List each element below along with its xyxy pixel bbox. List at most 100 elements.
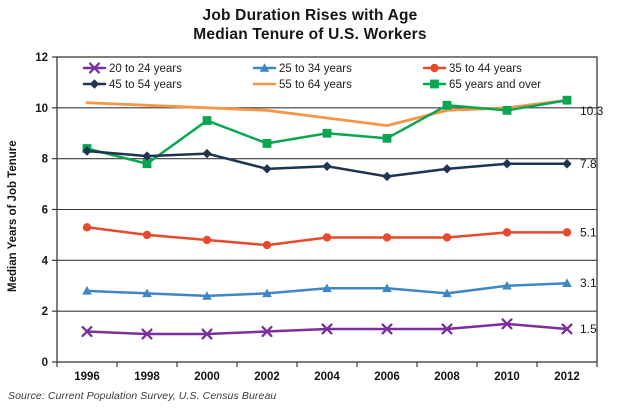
legend-item-45-to-54-years: 45 to 54 years xyxy=(82,79,182,91)
x-tick-label: 1998 xyxy=(134,371,160,383)
series-55-to-64-years xyxy=(85,98,569,128)
legend-item-20-to-24-years: 20 to 24 years xyxy=(82,62,182,75)
series-25-to-34-years-end-value-label: 3.1 xyxy=(580,276,597,290)
x-tick-label: 2010 xyxy=(494,371,520,383)
series-25-to-34-years-marker-triangle xyxy=(142,288,152,298)
series-35-to-44-years-marker-circle xyxy=(142,230,152,240)
legend: 20 to 24 years 25 to 34 years 35 to 44 yea… xyxy=(82,62,541,91)
series-55-to-64-years-line xyxy=(85,98,569,128)
series-25-to-34-years-marker-triangle xyxy=(562,278,572,288)
series-45-to-54-years-marker-diamond xyxy=(82,146,92,156)
axes-layer: 0 2 4 6 8 10 12 1996 1998 2000 2002 2004 2006 2008 201… xyxy=(35,52,598,383)
series-45-to-54-years-marker-diamond xyxy=(562,159,572,169)
series-20-to-24-years-marker-x xyxy=(141,328,153,340)
series-45-to-54-years-marker-diamond xyxy=(262,164,272,174)
series-25-to-34-years-marker-triangle xyxy=(82,286,92,295)
series-45-to-54-years-marker-diamond xyxy=(322,161,332,171)
series-45-to-54-years: 7.8 xyxy=(82,146,597,182)
series-20-to-24-years-marker-x xyxy=(441,323,453,335)
series-25-to-34-years-marker-triangle xyxy=(442,288,452,298)
y-axis-title: Median Years of Job Tenure xyxy=(7,140,19,292)
chart-title-line1: Job Duration Rises with Age xyxy=(202,7,418,24)
series-35-to-44-years-marker-circle xyxy=(442,233,452,242)
y-tick-label: 6 xyxy=(42,205,48,217)
series-65-years-and-over-marker-square xyxy=(502,105,512,115)
series-35-to-44-years-marker-circle xyxy=(322,233,332,242)
series-35-to-44-years-marker-circle xyxy=(502,228,512,237)
gridlines-layer xyxy=(56,56,598,363)
legend-item-25-to-34-years: 25 to 34 years xyxy=(252,63,352,75)
x-tick-label: 1996 xyxy=(74,371,100,383)
legend-item-45-to-54-years-label: 45 to 54 years xyxy=(109,79,182,91)
source-note: Source: Current Population Survey, U.S. … xyxy=(8,390,277,402)
chart-title: Job Duration Rises with Age Median Tenur… xyxy=(0,6,620,44)
series-25-to-34-years-marker-triangle xyxy=(382,283,392,293)
series-65-years-and-over: 10.3 xyxy=(82,95,604,169)
series-20-to-24-years-marker-x xyxy=(381,323,393,335)
legend-item-20-to-24-years-marker-x xyxy=(88,62,101,74)
legend-item-65-years-and-over-label: 65 years and over xyxy=(449,79,541,91)
series-35-to-44-years-marker-circle xyxy=(562,228,572,237)
series-45-to-54-years-marker-diamond xyxy=(382,171,392,182)
series-45-to-54-years-end-value-label: 7.8 xyxy=(580,157,597,171)
y-tick-label: 12 xyxy=(35,52,48,64)
series-35-to-44-years-end-value-label: 5.1 xyxy=(580,225,597,239)
y-tick-label: 10 xyxy=(35,103,48,115)
x-tick-label: 2012 xyxy=(554,371,580,383)
series-25-to-34-years-marker-triangle xyxy=(322,283,332,293)
y-tick-label: 4 xyxy=(42,255,49,267)
series-65-years-and-over-marker-square xyxy=(562,95,572,105)
series-20-to-24-years-marker-x xyxy=(201,328,213,340)
x-tick-label: 2002 xyxy=(254,371,280,383)
legend-item-20-to-24-years-label: 20 to 24 years xyxy=(109,63,182,75)
series-65-years-and-over-marker-square xyxy=(202,116,212,125)
series-65-years-and-over-marker-square xyxy=(322,128,332,138)
legend-item-65-years-and-over-marker-square xyxy=(430,79,439,89)
y-tick-label: 8 xyxy=(42,154,49,166)
legend-item-35-to-44-years: 35 to 44 years xyxy=(422,63,522,75)
chart-title-line2: Median Tenure of U.S. Workers xyxy=(193,26,427,43)
legend-item-45-to-54-years-marker-diamond xyxy=(89,79,100,89)
series-20-to-24-years: 1.5 xyxy=(81,318,597,340)
y-tick-label: 0 xyxy=(42,357,48,369)
series-20-to-24-years-marker-x xyxy=(561,323,573,335)
series-65-years-and-over-marker-square xyxy=(142,159,152,169)
series-20-to-24-years-marker-x xyxy=(321,323,333,335)
series-20-to-24-years-marker-x xyxy=(81,325,93,338)
series-45-to-54-years-marker-diamond xyxy=(442,164,452,174)
series-20-to-24-years-marker-x xyxy=(261,325,273,338)
series-25-to-34-years-marker-triangle xyxy=(502,280,512,290)
legend-item-25-to-34-years-marker-triangle xyxy=(259,63,270,72)
x-tick-label: 2008 xyxy=(434,371,460,383)
series-20-to-24-years-marker-x xyxy=(501,318,513,330)
legend-item-55-to-64-years-label: 55 to 64 years xyxy=(279,79,352,91)
series-45-to-54-years-marker-diamond xyxy=(502,159,512,169)
y-tick-label: 2 xyxy=(42,306,48,318)
x-tick-label: 2004 xyxy=(314,371,340,383)
series-35-to-44-years-marker-circle xyxy=(82,223,92,232)
series-35-to-44-years-marker-circle xyxy=(262,240,272,250)
legend-item-35-to-44-years-marker-circle xyxy=(430,63,439,73)
series-45-to-54-years-marker-diamond xyxy=(142,151,152,161)
series-35-to-44-years-marker-circle xyxy=(382,233,392,242)
series-35-to-44-years-marker-circle xyxy=(202,235,212,245)
x-tick-label: 2006 xyxy=(374,371,400,383)
series-25-to-34-years: 3.1 xyxy=(82,276,597,300)
series-25-to-34-years-marker-triangle xyxy=(262,288,272,298)
series-35-to-44-years: 5.1 xyxy=(82,223,597,250)
legend-item-25-to-34-years-label: 25 to 34 years xyxy=(279,63,352,75)
x-tick-label: 2000 xyxy=(194,371,220,383)
legend-item-65-years-and-over: 65 years and over xyxy=(422,79,541,91)
legend-item-55-to-64-years: 55 to 64 years xyxy=(252,79,352,91)
series-65-years-and-over-marker-square xyxy=(442,100,452,110)
series-20-to-24-years-end-value-label: 1.5 xyxy=(580,322,597,336)
legend-item-35-to-44-years-label: 35 to 44 years xyxy=(449,63,522,75)
series-65-years-and-over-end-value-label: 10.3 xyxy=(580,104,604,118)
series-25-to-34-years-marker-triangle xyxy=(202,291,212,300)
series-45-to-54-years-marker-diamond xyxy=(202,148,212,159)
series-layer: 10.3 7.8 5.1 3.1 1.5 xyxy=(81,95,604,340)
series-65-years-and-over-marker-square xyxy=(262,139,272,148)
series-65-years-and-over-marker-square xyxy=(382,133,392,143)
